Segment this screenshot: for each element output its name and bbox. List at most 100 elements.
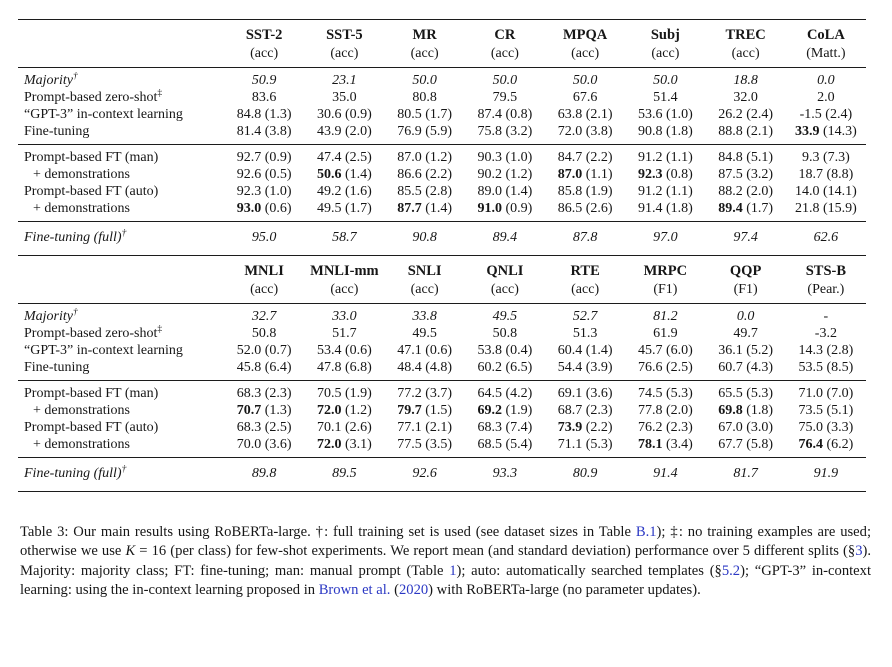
data-cell: 0.0 [705,303,786,325]
data-cell: 73.5 (5.1) [786,402,866,419]
data-cell: 90.3 (1.0) [464,144,545,166]
data-cell: 18.7 (8.8) [786,166,866,183]
ref-link[interactable]: 3 [855,543,863,560]
table-caption: Table 3: Our main results using RoBERTa-… [20,523,871,600]
value: 30.6 [316,107,342,122]
column-header: TREC (acc) [705,19,786,68]
value: 90.3 [477,150,502,165]
value: 48.4 [397,360,422,375]
table-row: Prompt-based FT (man) 92.7 (0.9) 47.4 (2.5… [18,144,866,166]
dataset-name: CoLA [806,27,845,43]
data-cell: 75.8 (3.2) [465,123,545,145]
value: 18.8 [733,73,758,88]
data-cell: 69.8 (1.8) [706,402,786,419]
row-label: + demonstrations [18,200,224,222]
column-header: RTE (acc) [545,255,626,304]
value: 32.7 [251,309,277,324]
column-header: SST-5 (acc) [304,19,385,68]
value: 79.7 [397,403,422,418]
value: 68.3 [236,386,262,401]
data-cell: 51.7 [304,325,384,342]
dataset-metric: (acc) [490,46,519,61]
value: 76.2 [637,420,663,435]
stddev: (7.3) [819,150,850,165]
data-cell: 72.0 (3.8) [545,123,625,145]
stddev: (6.5) [501,360,533,375]
data-cell: 75.0 (3.3) [786,419,866,436]
data-cell: 36.1 (5.2) [706,342,786,359]
stddev: (3.5) [421,437,453,452]
value: 81.7 [733,466,758,481]
data-cell: 92.7 (0.9) [224,144,305,166]
stddev: (3.3) [822,420,854,435]
data-cell: 90.8 [384,221,465,256]
ref-link[interactable]: Brown et al. [318,581,391,598]
ref-link[interactable]: 1 [449,562,457,579]
value: 71.0 [798,386,823,401]
value: 97.0 [653,230,678,245]
row-label: “GPT-3” in-context learning [18,342,224,359]
value: 33.0 [332,309,357,324]
row-label-text: Fine-tuning [24,360,90,375]
value: 21.8 [794,201,820,216]
data-cell: 88.2 (2.0) [706,183,786,200]
header-spacer-cell [18,19,224,68]
ref-link[interactable]: 5.2 [721,562,741,579]
value: 47.4 [316,150,342,165]
data-cell: 77.5 (3.5) [385,436,465,458]
stddev: (5.3) [662,386,693,401]
stddev: (5.3) [582,437,613,452]
caption-text: ( [390,581,399,598]
stddev: (6.2) [822,437,854,452]
data-cell: 35.0 [304,89,384,106]
data-cell: 30.6 (0.9) [304,106,384,123]
table-row: + demonstrations 92.6 (0.5) 50.6 (1.4) 86.6… [18,166,866,183]
stddev: (0.5) [261,167,292,182]
table-row: Fine-tuning 45.8 (6.4) 47.8 (6.8) 48.4 (4.8… [18,359,866,381]
data-cell: 89.5 [304,457,385,492]
row-label-text: Fine-tuning (full) [24,230,122,245]
data-cell: 89.0 (1.4) [465,183,545,200]
footnote-marker: ‡ [157,324,163,335]
stddev: (3.8) [261,124,292,139]
row-label-text: + demonstrations [33,437,130,452]
stddev: (2.8) [421,184,453,199]
data-cell: 81.4 (3.8) [224,123,304,145]
stddev: (2.0) [341,124,372,139]
row-label: Fine-tuning [18,123,224,145]
data-cell: 84.8 (5.1) [705,144,786,166]
table-row: “GPT-3” in-context learning 52.0 (0.7) 53.… [18,342,866,359]
data-cell: 49.7 [706,325,786,342]
data-cell: 97.0 [625,221,706,256]
value: 67.7 [718,437,743,452]
value: 78.1 [637,437,663,452]
dataset-metric: (acc) [410,46,439,61]
dataset-name: SST-2 [245,27,283,43]
data-cell: 60.7 (4.3) [706,359,786,381]
dataset-name: MNLI-mm [310,263,379,279]
data-cell: 87.0 (1.2) [384,144,465,166]
value: 65.5 [718,386,743,401]
column-header: Subj (acc) [625,19,706,68]
value: 80.9 [572,466,598,481]
data-cell: 80.8 [385,89,465,106]
value: 68.3 [236,420,262,435]
ref-link[interactable]: 2020 [398,581,429,598]
row-label: Prompt-based zero-shot‡ [18,325,224,342]
value: 93.0 [236,201,262,216]
data-cell: 32.0 [706,89,786,106]
stddev: (4.8) [421,360,453,375]
data-cell: 91.9 [785,457,866,492]
data-cell: 45.8 (6.4) [224,359,304,381]
stddev: (3.0) [742,420,774,435]
value: 68.3 [477,420,502,435]
value: 84.8 [236,107,262,122]
row-label-text: “GPT-3” in-context learning [24,107,183,122]
stddev: (2.4) [742,107,774,122]
data-cell: 47.1 (0.6) [385,342,465,359]
ref-link[interactable]: B.1 [635,524,657,540]
stddev: (3.9) [582,360,613,375]
value: 50.8 [492,326,518,341]
value: -1.5 [799,107,822,122]
value: 84.7 [557,150,583,165]
